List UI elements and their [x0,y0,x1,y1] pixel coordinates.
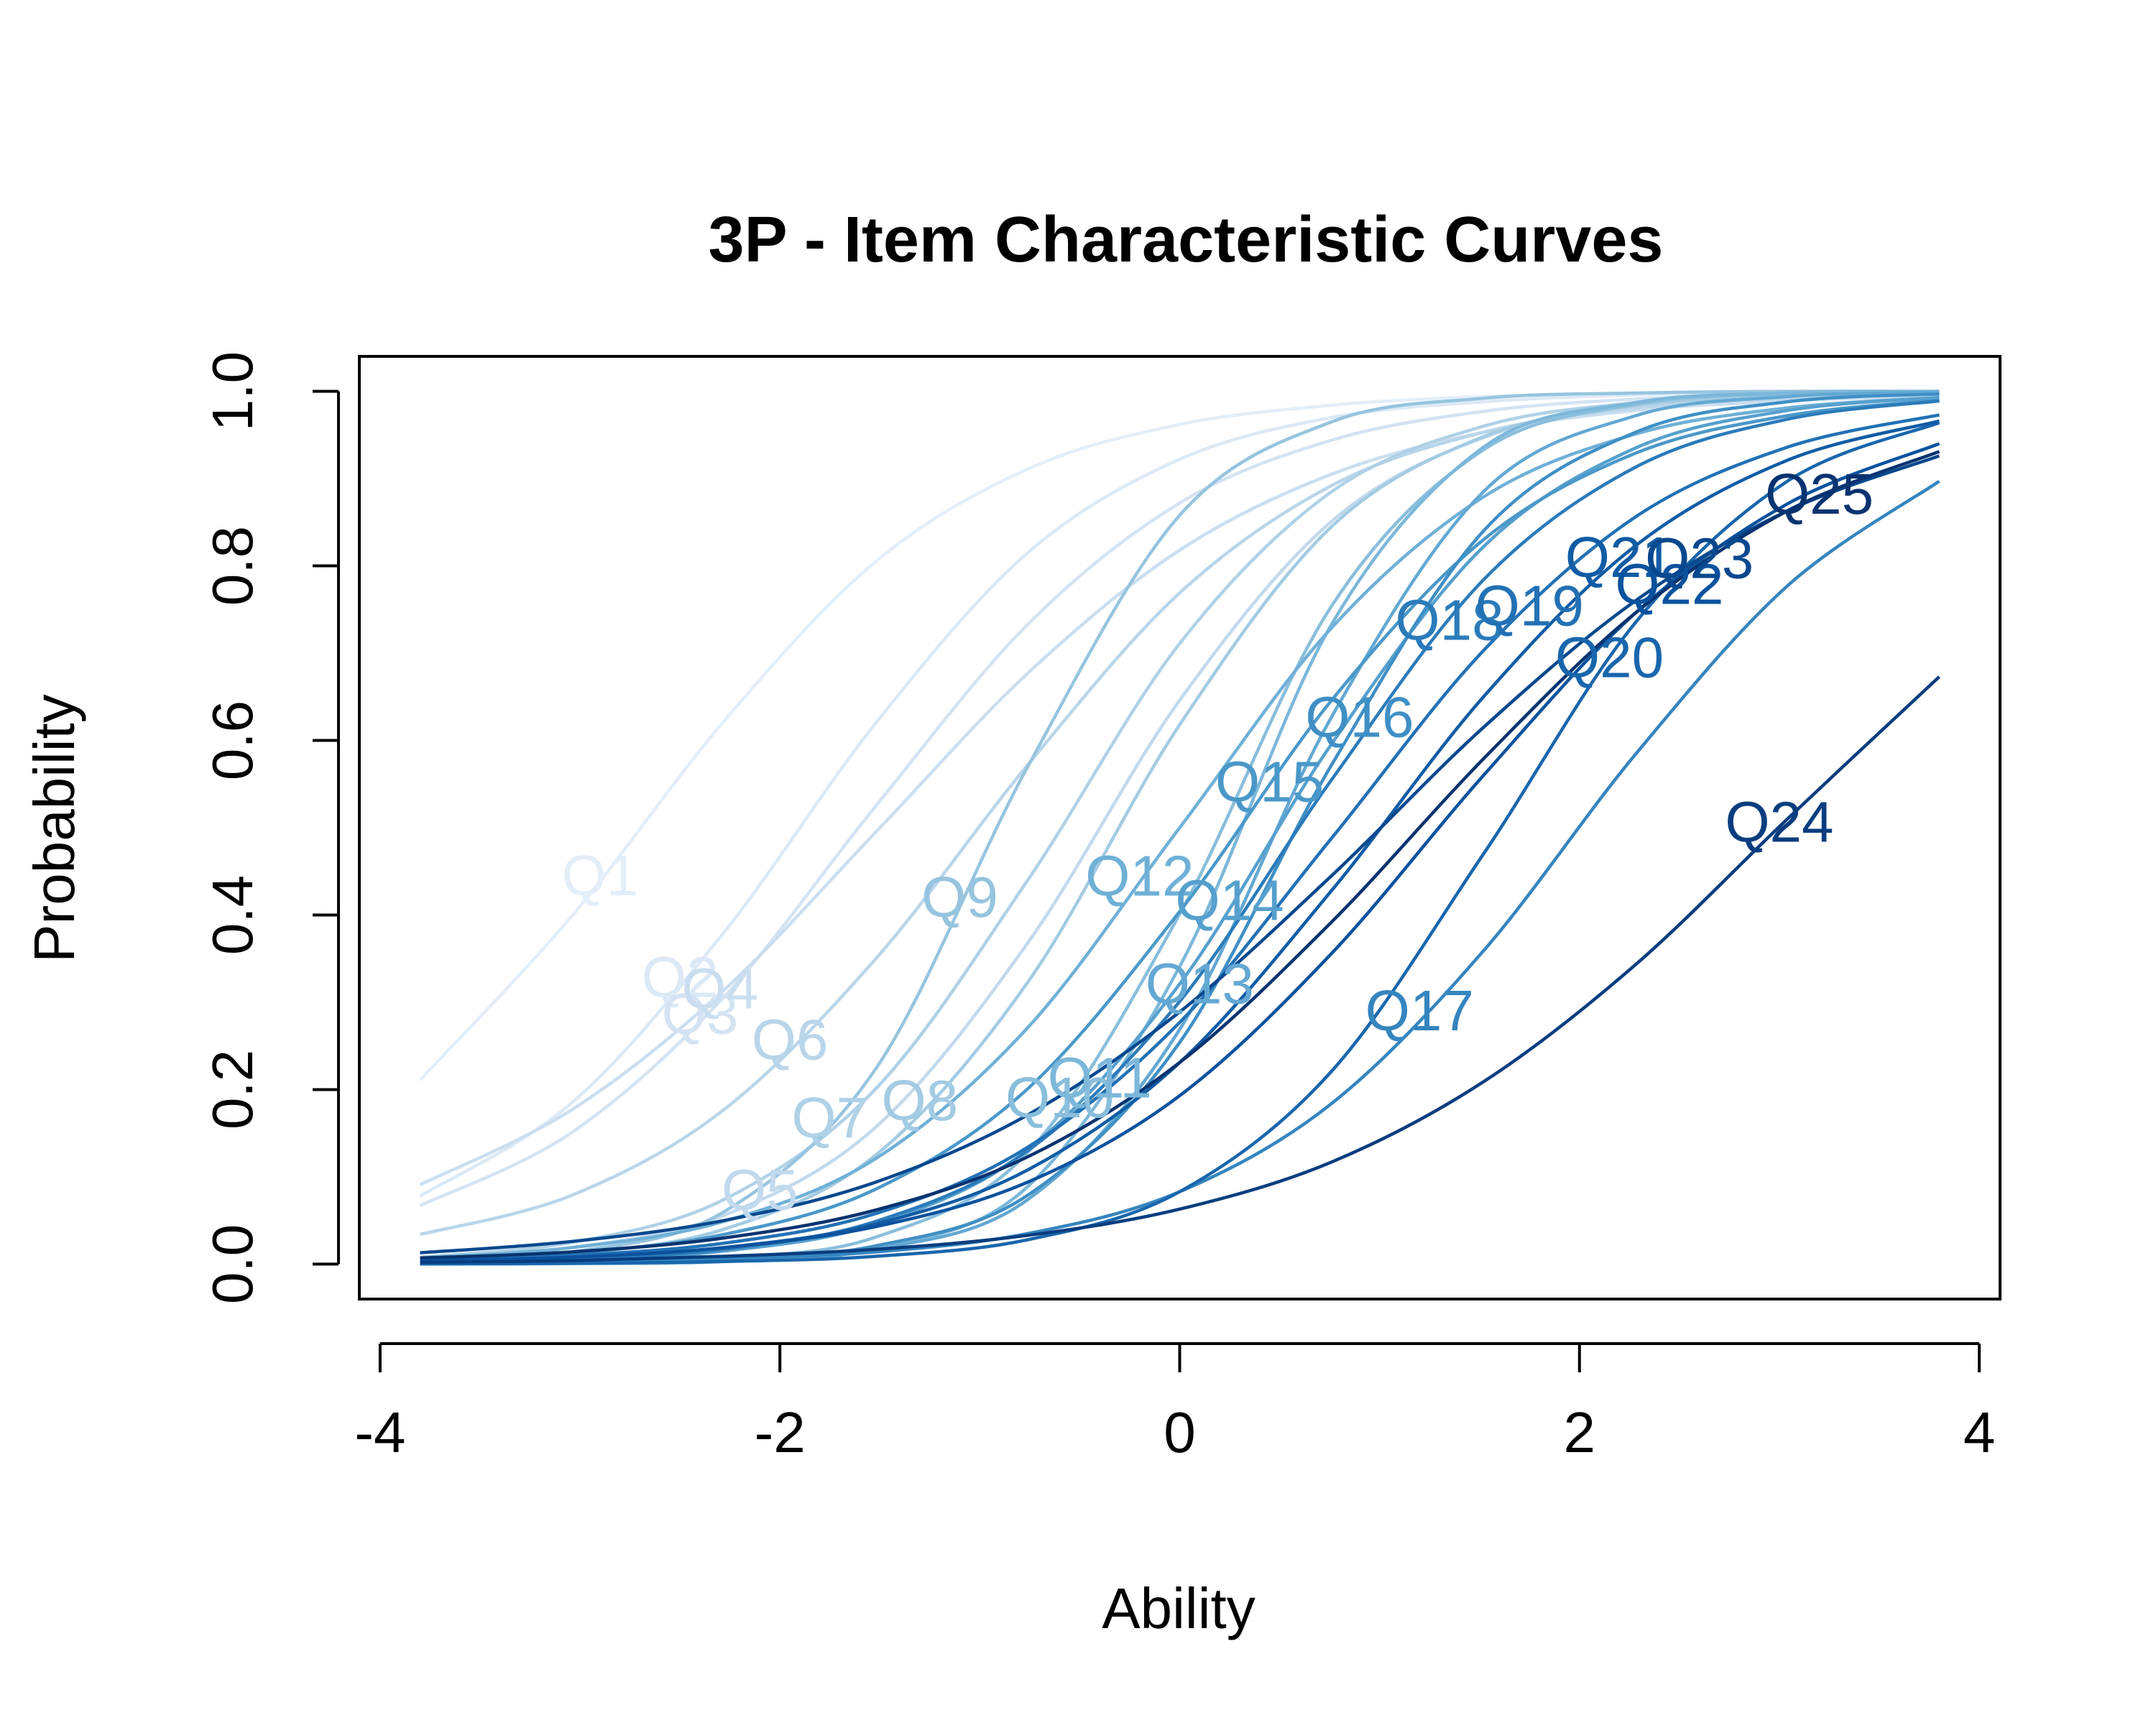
icc-curve [420,479,1940,1265]
y-tick-label: 0.6 [201,701,264,780]
y-tick-label: 1.0 [201,351,264,431]
icc-curve [420,675,1940,1265]
item-label: Q12 [1085,844,1194,907]
x-tick-label: -2 [755,1400,806,1464]
icc-curve [420,454,1940,1255]
item-label: Q14 [1175,869,1284,933]
item-label: Q16 [1305,685,1414,749]
x-tick-label: 2 [1564,1400,1596,1464]
icc-curve [420,390,1940,1259]
item-label: Q23 [1645,527,1754,591]
item-label: Q8 [882,1068,959,1132]
icc-curve [420,442,1940,1262]
item-label: Q6 [752,1007,829,1071]
icc-curve [419,390,1940,1198]
item-label: Q22 [1615,552,1723,616]
item-label: Q15 [1215,750,1324,814]
curves [418,389,1940,1266]
x-axis-title: Ability [1102,1576,1255,1640]
icc-curve [420,395,1940,1260]
item-label: Q7 [791,1086,868,1150]
icc-curve [420,389,1940,1264]
item-label: Q9 [921,865,998,929]
y-tick-label: 0.4 [201,875,264,955]
icc-curve [420,399,1940,1265]
chart-title: 3P - Item Characteristic Curves [709,204,1664,276]
item-label: Q5 [722,1158,798,1221]
item-label: Q11 [1048,1045,1152,1109]
item-label: Q25 [1765,462,1874,526]
y-tick-label: 0.0 [201,1224,264,1304]
item-label: Q3 [662,982,739,1046]
item-label: Q10 [1005,1066,1114,1129]
x-tick-label: 4 [1963,1400,1996,1464]
item-label: Q20 [1555,626,1664,690]
icc-curve [420,390,1940,1262]
plot-frame [358,355,2001,1300]
y-tick-label: 0.2 [201,1050,264,1129]
icc-curve [420,413,1940,1262]
y-tick-label: 0.8 [201,526,264,606]
item-label: Q17 [1365,979,1474,1043]
x-tick-label: 0 [1164,1400,1196,1464]
icc-curve [420,450,1940,1260]
item-label: Q13 [1146,952,1254,1016]
item-label: Q4 [681,956,758,1020]
item-label: Q1 [562,844,639,907]
item-label: Q2 [642,945,719,1009]
item-label: Q18 [1395,588,1503,652]
item-label: Q24 [1725,790,1833,854]
y-axis-title: Probability [22,694,86,963]
icc-curve [419,392,1940,1237]
x-tick-label: -4 [354,1400,405,1464]
icc-curve [420,398,1940,1262]
item-label: Q21 [1565,525,1674,589]
item-label: Q19 [1475,573,1584,637]
